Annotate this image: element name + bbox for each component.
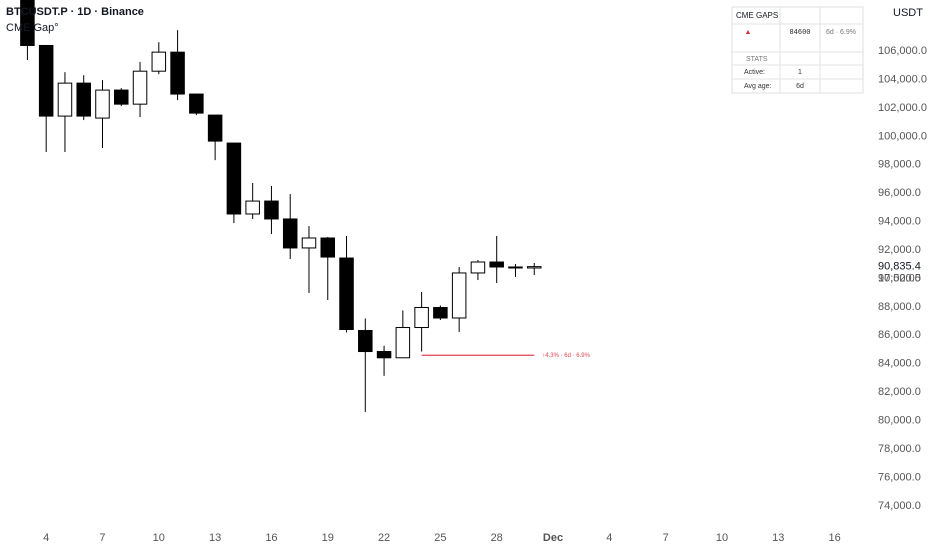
candle-body bbox=[264, 200, 279, 220]
candle-body bbox=[76, 82, 91, 117]
candle-body bbox=[526, 266, 542, 269]
candle-body bbox=[20, 0, 35, 46]
candle-body bbox=[339, 257, 354, 331]
y-tick-label: 94,000.0 bbox=[878, 216, 921, 228]
stat-label: Active: bbox=[744, 69, 765, 76]
indicator-name: CME Gap° bbox=[6, 22, 59, 34]
x-tick-label: 13 bbox=[772, 532, 784, 544]
countdown: 17:52:05 bbox=[878, 273, 921, 285]
x-tick-label: 25 bbox=[434, 532, 446, 544]
candle-body bbox=[508, 266, 523, 269]
x-tick-label: 10 bbox=[716, 532, 728, 544]
candle-body bbox=[151, 51, 167, 72]
gap-direction: ▲ bbox=[745, 29, 752, 36]
candle-body bbox=[451, 272, 467, 319]
y-tick-label: 86,000.0 bbox=[878, 329, 921, 341]
candle-body bbox=[282, 218, 298, 249]
x-tick-label: 22 bbox=[378, 532, 390, 544]
plot-area bbox=[20, 0, 542, 412]
y-tick-label: 80,000.0 bbox=[878, 414, 921, 426]
y-tick-label: 106,000.0 bbox=[878, 45, 927, 57]
y-tick-label: 88,000.0 bbox=[878, 301, 921, 313]
stat-value: 1 bbox=[798, 69, 802, 76]
x-tick-label: 7 bbox=[663, 532, 669, 544]
candle-body bbox=[132, 70, 148, 105]
y-tick-label: 82,000.0 bbox=[878, 386, 921, 398]
gap-level: 84600 bbox=[789, 28, 810, 36]
y-tick-label: 90,000.0 bbox=[878, 272, 921, 284]
y-tick-label: 92,000.0 bbox=[878, 244, 921, 256]
y-tick-label: 102,000.0 bbox=[878, 102, 927, 114]
y-tick-label: 98,000.0 bbox=[878, 159, 921, 171]
candle-body bbox=[38, 44, 54, 117]
x-tick-label: 13 bbox=[209, 532, 221, 544]
candle-body bbox=[470, 261, 486, 274]
x-tick-label: 4 bbox=[606, 532, 612, 544]
candle-body bbox=[57, 82, 73, 117]
candle-body bbox=[114, 89, 129, 105]
stats-title: STATS bbox=[746, 56, 768, 63]
chart-title: BTCUSDT.P · 1D · Binance bbox=[6, 6, 144, 18]
last-price: 90,835.4 bbox=[878, 261, 921, 273]
x-tick-label: Dec bbox=[543, 532, 563, 544]
stat-value: 6d bbox=[796, 83, 804, 90]
y-tick-label: 96,000.0 bbox=[878, 187, 921, 199]
x-tick-label: 28 bbox=[491, 532, 503, 544]
x-tick-label: 7 bbox=[99, 532, 105, 544]
x-tick-label: 16 bbox=[265, 532, 277, 544]
y-tick-label: 84,000.0 bbox=[878, 358, 921, 370]
candle-body bbox=[207, 114, 223, 142]
currency: USDT bbox=[893, 7, 923, 19]
candle-body bbox=[301, 237, 317, 249]
candle-body bbox=[226, 142, 242, 215]
candle-body bbox=[189, 93, 204, 114]
candle-body bbox=[414, 306, 429, 329]
candle-body bbox=[320, 237, 336, 258]
y-tick-label: 74,000.0 bbox=[878, 500, 921, 512]
y-tick-label: 104,000.0 bbox=[878, 73, 927, 85]
candle-body bbox=[170, 51, 185, 95]
y-tick-label: 76,000.0 bbox=[878, 471, 921, 483]
candle-body bbox=[245, 200, 260, 215]
candle-body bbox=[95, 89, 110, 119]
candle-body bbox=[376, 351, 392, 359]
gap-info: 6d · 6.9% bbox=[826, 29, 856, 36]
x-tick-label: 16 bbox=[828, 532, 840, 544]
stats-table: CME GAPS ▲ 84600 6d · 6.9% STATS Active:… bbox=[731, 6, 864, 94]
candle-body bbox=[489, 261, 504, 268]
y-tick-label: 78,000.0 bbox=[878, 443, 921, 455]
stat-label: Avg age: bbox=[744, 83, 772, 90]
table-title: CME GAPS bbox=[736, 11, 778, 20]
candle-body bbox=[433, 306, 448, 319]
candle-body bbox=[395, 327, 411, 359]
x-tick-label: 10 bbox=[153, 532, 165, 544]
candle-body bbox=[358, 330, 373, 353]
gap-label: ↑4.3% · 6d · 6.9% bbox=[542, 353, 590, 359]
y-tick-label: 100,000.0 bbox=[878, 130, 927, 142]
x-tick-label: 19 bbox=[322, 532, 334, 544]
x-tick-label: 4 bbox=[43, 532, 49, 544]
